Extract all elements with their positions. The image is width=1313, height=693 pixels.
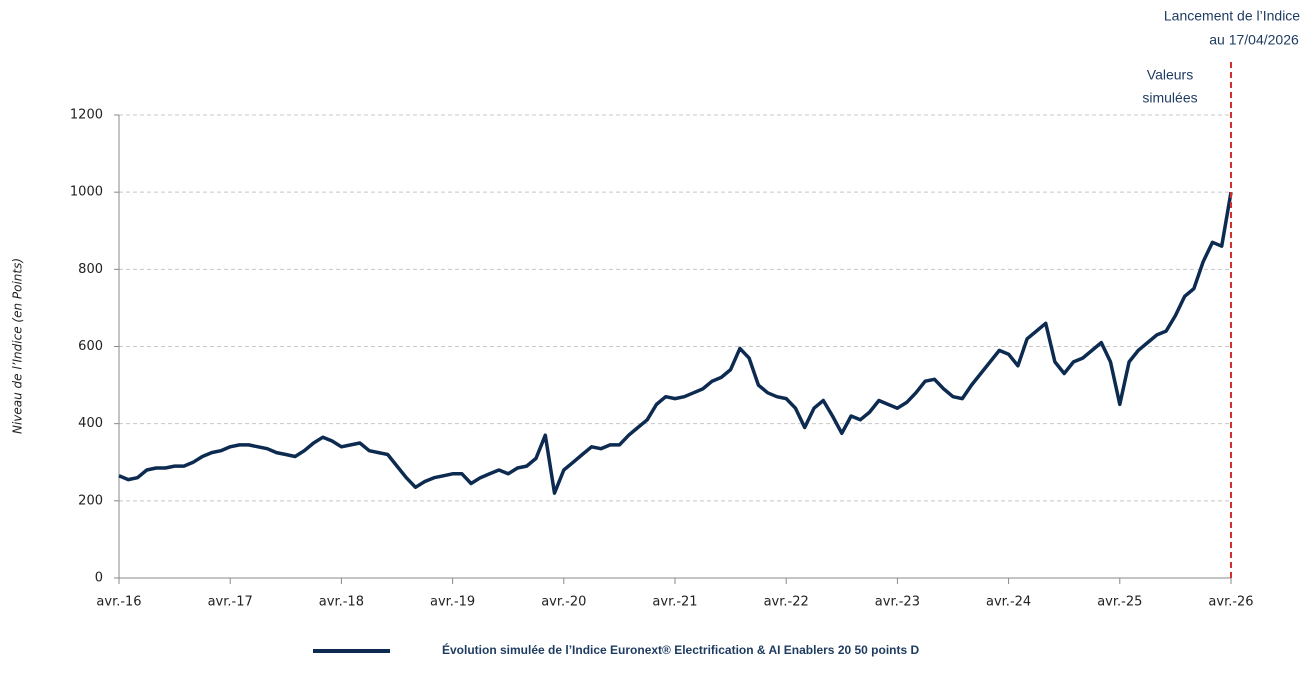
legend-label: Évolution simulée de l’Indice Euronext® … xyxy=(442,642,920,657)
y-tick-label: 0 xyxy=(95,571,103,586)
y-axis-label: Niveau de l’Indice (en Points) xyxy=(11,258,25,434)
y-tick-label: 1000 xyxy=(70,185,103,200)
y-tick-label: 600 xyxy=(78,339,103,354)
annotation: Valeurs xyxy=(1147,67,1193,83)
annotation: au 17/04/2026 xyxy=(1209,32,1299,48)
x-tick-label: avr.-20 xyxy=(541,595,586,610)
x-tick-label: avr.-17 xyxy=(208,595,253,610)
x-tick-label: avr.-25 xyxy=(1097,595,1142,610)
y-tick-label: 800 xyxy=(78,262,103,277)
y-tick-label: 1200 xyxy=(70,108,103,123)
x-tick-label: avr.-18 xyxy=(319,595,364,610)
x-tick-label: avr.-24 xyxy=(986,595,1031,610)
x-tick-label: avr.-19 xyxy=(430,595,475,610)
annotation: simulées xyxy=(1142,90,1197,106)
y-tick-label: 400 xyxy=(78,416,103,431)
x-tick-label: avr.-26 xyxy=(1208,595,1253,610)
x-tick-label: avr.-21 xyxy=(652,595,697,610)
y-tick-label: 200 xyxy=(78,493,103,508)
x-tick-label: avr.-22 xyxy=(764,595,809,610)
annotation: Lancement de l’Indice xyxy=(1164,8,1300,24)
x-tick-label: avr.-23 xyxy=(875,595,920,610)
series-line xyxy=(118,191,1233,495)
x-tick-label: avr.-16 xyxy=(96,595,141,610)
